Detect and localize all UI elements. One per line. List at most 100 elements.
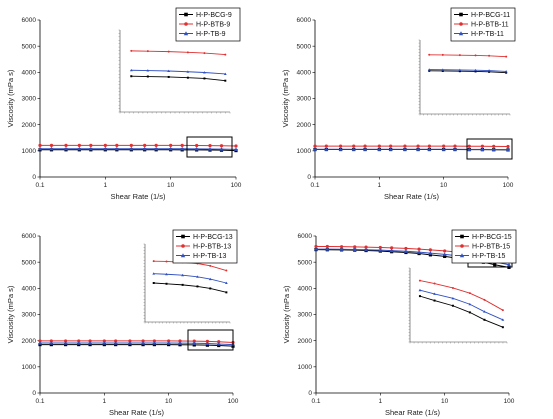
inset-series-line-H-P-BTB-9 [131,50,226,56]
data-point-H-P-BTB-13 [178,339,182,343]
y-tick-label: 4000 [22,70,37,77]
x-axis-label: Shear Rate (1/s) [385,408,441,417]
data-point-H-P-BTB-11 [352,144,356,148]
data-point-H-P-TB-9 [168,146,173,151]
inset-data-point-H-P-BCG-15 [501,326,504,329]
data-point-H-P-BTB-15 [428,248,432,252]
inset-data-point-H-P-BCG-9 [146,75,149,78]
legend-swatch-marker [184,12,188,17]
x-tick-label: 1 [103,398,107,405]
y-tick-label: 0 [32,390,36,397]
inset-data-point-H-P-TB-13 [181,273,185,277]
inset-data-point-H-P-BTB-11 [441,53,444,56]
data-point-H-P-BTB-13 [205,339,209,343]
inset-series-line-H-P-BCG-15 [419,295,504,328]
inset-data-point-H-P-BCG-9 [224,79,227,82]
inset-data-point-H-P-BTB-15 [418,279,421,282]
data-point-H-P-BTB-9 [129,143,133,147]
y-tick-label: 1000 [298,364,313,371]
data-point-H-P-TB-9 [154,146,159,151]
data-point-H-P-BTB-9 [143,143,147,147]
data-point-H-P-TB-13 [177,341,182,345]
y-tick-label: 1000 [22,364,37,371]
legend-swatch-marker [180,253,186,258]
data-point-H-P-TB-15 [352,247,357,252]
data-point-H-P-TB-15 [364,247,369,252]
data-point-H-P-BTB-9 [115,143,119,147]
y-tick-label: 5000 [22,43,37,50]
data-point-H-P-BTB-9 [195,143,199,148]
x-tick-label: 0.1 [35,182,44,189]
inset-data-point-H-P-TB-11 [487,69,491,72]
y-tick-label: 4000 [297,70,312,77]
inset-series-line-H-P-BCG-9 [131,75,226,82]
data-point-H-P-TB-15 [325,247,330,251]
y-axis-label: Viscosity (mPa s) [282,285,291,343]
y-tick-label: 1000 [297,148,312,155]
data-point-H-P-BTB-9 [77,143,81,147]
legend-entry-label: H-P-BCG-13 [193,234,233,241]
data-point-H-P-TB-9 [49,146,54,151]
chart-panel-2: 0 1000 2000 3000 4000 5000 6000 0.1 1 10 100 Shear … [281,7,516,201]
inset-data-point-H-P-TB-13 [224,281,228,284]
inset-data-point-H-P-TB-11 [504,70,508,73]
y-tick-label: 5000 [22,259,37,266]
inset-plot-2 [418,39,511,116]
data-point-H-P-TB-15 [314,247,318,251]
y-tick-label: 2000 [298,338,313,345]
inset-data-point-H-P-BCG-11 [458,70,461,73]
data-point-H-P-BTB-15 [353,245,357,249]
inset-data-point-H-P-BTB-13 [209,264,212,267]
data-point-H-P-BTB-11 [416,144,420,148]
inset-data-point-H-P-BCG-13 [196,285,199,288]
chart-panel-4: 0 1000 2000 3000 4000 5000 6000 0.1 1 10 100 Shear … [282,229,517,417]
data-point-H-P-TB-13 [127,341,132,345]
data-point-H-P-BCG-15 [428,253,432,257]
legend: H-P-BCG-15 H-P-BTB-15 H-P-TB-15 [451,229,517,264]
data-point-H-P-BTB-15 [314,244,318,249]
inset-data-point-H-P-TB-13 [208,277,212,281]
data-point-H-P-BTB-9 [49,143,54,147]
inset-data-point-H-P-BTB-15 [433,282,436,285]
data-point-H-P-BTB-11 [313,144,317,148]
data-point-H-P-TB-13 [152,341,157,345]
data-point-H-P-TB-11 [363,147,368,151]
data-point-H-P-BTB-11 [339,144,343,148]
x-axis-label: Shear Rate (1/s) [384,192,440,201]
data-point-H-P-TB-15 [339,247,344,251]
data-point-H-P-BTB-9 [38,143,42,147]
inset-data-point-H-P-BCG-9 [203,77,206,80]
x-tick-label: 0.1 [310,182,319,189]
data-point-H-P-TB-13 [141,341,146,345]
data-point-H-P-BCG-15 [493,263,497,267]
inset-data-point-H-P-TB-11 [441,68,445,71]
series-line-H-P-BCG-13 [40,344,234,347]
inset-data-point-H-P-TB-9 [203,71,206,74]
legend-entry-label: H-P-BCG-15 [472,234,512,241]
data-point-H-P-TB-9 [180,146,185,151]
inset-data-point-H-P-BTB-11 [458,54,461,57]
data-point-H-P-TB-11 [427,147,432,151]
data-point-H-P-BTB-9 [64,143,68,147]
data-point-H-P-TB-9 [103,146,108,151]
data-point-H-P-BTB-13 [64,339,68,343]
data-point-H-P-BCG-13 [205,343,209,347]
data-point-H-P-TB-11 [506,147,510,152]
y-axis-label: Viscosity (mPa s) [6,69,15,127]
x-tick-label: 10 [165,398,173,405]
inset-data-point-H-P-BCG-13 [209,287,212,290]
data-point-H-P-BTB-9 [219,144,224,148]
data-point-H-P-TB-11 [452,147,457,151]
y-tick-label: 0 [307,174,311,181]
inset-data-point-H-P-TB-9 [186,70,190,73]
inset-data-point-H-P-BTB-15 [451,286,454,289]
series-line-H-P-TB-13 [40,342,234,346]
data-point-H-P-TB-9 [114,146,119,151]
data-point-H-P-BTB-13 [38,339,42,343]
inset-data-point-H-P-TB-15 [501,318,505,321]
data-point-H-P-BTB-9 [234,144,238,148]
legend-entry-label: H-P-BTB-9 [196,21,230,28]
y-tick-label: 6000 [297,17,312,24]
y-tick-label: 3000 [22,312,37,319]
